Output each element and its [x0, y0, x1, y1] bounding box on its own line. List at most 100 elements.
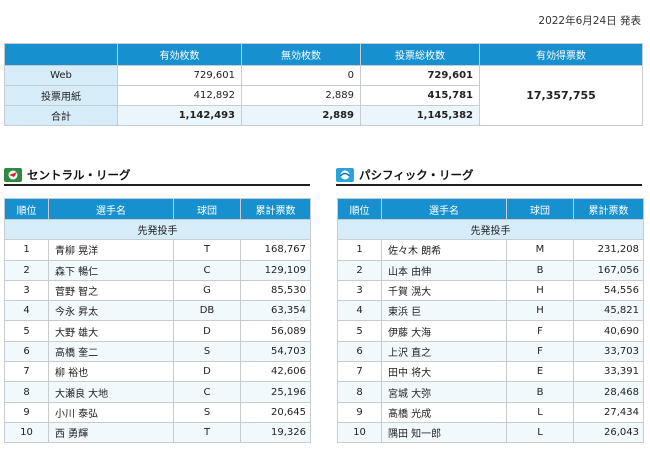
rank-cell: 4: [337, 300, 382, 322]
rank-cell: 9: [337, 401, 382, 423]
summary-table: 有効枚数 無効枚数 投票総枚数 有効得票数 Web 729,601 0 729,…: [4, 43, 643, 126]
player-name-cell: 千賀 滉大: [381, 279, 507, 302]
player-name-header: 選手名: [48, 198, 174, 220]
team-cell: G: [173, 279, 241, 302]
table-row: 1 佐々木 朗希 M 231,208: [337, 239, 644, 261]
player-name-cell: 西 勇輝: [48, 421, 174, 444]
team-header: 球団: [173, 198, 241, 220]
summary-row-label: 投票用紙: [4, 85, 118, 106]
player-name-cell: 東浜 巨: [381, 300, 507, 322]
rank-cell: 7: [4, 361, 49, 383]
votes-cell: 85,530: [240, 279, 311, 302]
team-cell: D: [173, 361, 241, 383]
summary-header-total: 投票総枚数: [360, 43, 480, 66]
rank-cell: 9: [4, 401, 49, 423]
table-row: 5 伊藤 大海 F 40,690: [337, 320, 644, 342]
votes-cell: 45,821: [573, 300, 644, 322]
summary-header-blank: [4, 43, 118, 66]
pacific-league-table: 順位 選手名 球団 累計票数 先発投手 1 佐々木 朗希 M 231,208 2 山本 由…: [337, 198, 644, 444]
votes-cell: 167,056: [573, 259, 644, 281]
effective-votes-value: 17,357,755: [479, 65, 643, 126]
summary-row-label: 合計: [4, 105, 118, 126]
votes-cell: 33,391: [573, 361, 644, 383]
votes-cell: 168,767: [240, 239, 311, 261]
summary-valid-value: 412,892: [117, 85, 242, 106]
votes-cell: 27,434: [573, 401, 644, 423]
votes-header: 累計票数: [573, 198, 644, 220]
rank-cell: 5: [4, 320, 49, 342]
summary-header-invalid: 無効枚数: [241, 43, 361, 66]
central-header-row: 順位 選手名 球団 累計票数: [4, 198, 311, 220]
votes-cell: 28,468: [573, 381, 644, 403]
rank-cell: 1: [337, 239, 382, 261]
table-row: 9 髙橋 光成 L 27,434: [337, 401, 644, 423]
central-league-header: セントラル・リーグ: [4, 166, 310, 186]
summary-header-row: 有効枚数 無効枚数 投票総枚数 有効得票数: [4, 43, 643, 66]
player-name-cell: 山本 由伸: [381, 259, 507, 281]
central-league-title: セントラル・リーグ: [27, 168, 131, 182]
rank-cell: 2: [337, 259, 382, 281]
team-cell: F: [506, 340, 574, 363]
votes-cell: 25,196: [240, 381, 311, 403]
summary-valid-value: 729,601: [117, 65, 242, 86]
rank-cell: 3: [4, 279, 49, 302]
votes-cell: 56,089: [240, 320, 311, 342]
player-name-cell: 髙橋 光成: [381, 401, 507, 423]
summary-header-valid: 有効枚数: [117, 43, 242, 66]
team-cell: L: [506, 421, 574, 444]
summary-header-effective: 有効得票数: [479, 43, 643, 66]
table-row: 1 青柳 晃洋 T 168,767: [4, 239, 311, 261]
summary-total-value: 1,145,382: [360, 105, 480, 126]
table-row: 9 小川 泰弘 S 20,645: [4, 401, 311, 423]
player-name-header: 選手名: [381, 198, 507, 220]
table-row: 6 高橋 奎二 S 54,703: [4, 340, 311, 363]
player-name-cell: 菅野 智之: [48, 279, 174, 302]
table-row: 10 西 勇輝 T 19,326: [4, 421, 311, 444]
team-header: 球団: [506, 198, 574, 220]
publication-date: 2022年6月24日 発表: [538, 15, 641, 27]
rank-cell: 4: [4, 300, 49, 322]
central-league-table: 順位 選手名 球団 累計票数 先発投手 1 青柳 晃洋 T 168,767 2 森下 暢仁…: [4, 198, 311, 444]
table-row: 8 宮城 大弥 B 28,468: [337, 381, 644, 403]
table-row: 4 今永 昇太 DB 63,354: [4, 300, 311, 322]
table-row: 5 大野 雄大 D 56,089: [4, 320, 311, 342]
votes-cell: 19,326: [240, 421, 311, 444]
team-cell: F: [506, 320, 574, 342]
summary-invalid-value: 0: [241, 65, 361, 86]
votes-cell: 54,703: [240, 340, 311, 363]
pacific-header-row: 順位 選手名 球団 累計票数: [337, 198, 644, 220]
player-name-cell: 高橋 奎二: [48, 340, 174, 363]
rank-cell: 6: [337, 340, 382, 363]
player-name-cell: 柳 裕也: [48, 361, 174, 383]
section-label: 先発投手: [4, 218, 311, 241]
summary-total-value: 729,601: [360, 65, 480, 86]
votes-cell: 231,208: [573, 239, 644, 261]
rank-cell: 8: [337, 381, 382, 403]
central-league-logo-icon: [4, 168, 22, 182]
table-row: 2 山本 由伸 B 167,056: [337, 259, 644, 281]
table-row: 10 隅田 知一郎 L 26,043: [337, 421, 644, 444]
player-name-cell: 大野 雄大: [48, 320, 174, 342]
player-name-cell: 青柳 晃洋: [48, 239, 174, 261]
rank-cell: 1: [4, 239, 49, 261]
team-cell: S: [173, 401, 241, 423]
table-row: 8 大瀬良 大地 C 25,196: [4, 381, 311, 403]
player-name-cell: 田中 将大: [381, 361, 507, 383]
player-name-cell: 伊藤 大海: [381, 320, 507, 342]
rank-header: 順位: [4, 198, 49, 220]
table-row: 4 東浜 巨 H 45,821: [337, 300, 644, 322]
rank-cell: 10: [4, 421, 49, 444]
section-row: 先発投手: [337, 218, 644, 241]
player-name-cell: 森下 暢仁: [48, 259, 174, 281]
player-name-cell: 小川 泰弘: [48, 401, 174, 423]
team-cell: DB: [173, 300, 241, 322]
player-name-cell: 佐々木 朗希: [381, 239, 507, 261]
rank-cell: 5: [337, 320, 382, 342]
summary-row-label: Web: [4, 65, 118, 86]
team-cell: C: [173, 259, 241, 281]
player-name-cell: 宮城 大弥: [381, 381, 507, 403]
team-cell: S: [173, 340, 241, 363]
votes-cell: 26,043: [573, 421, 644, 444]
team-cell: C: [173, 381, 241, 403]
